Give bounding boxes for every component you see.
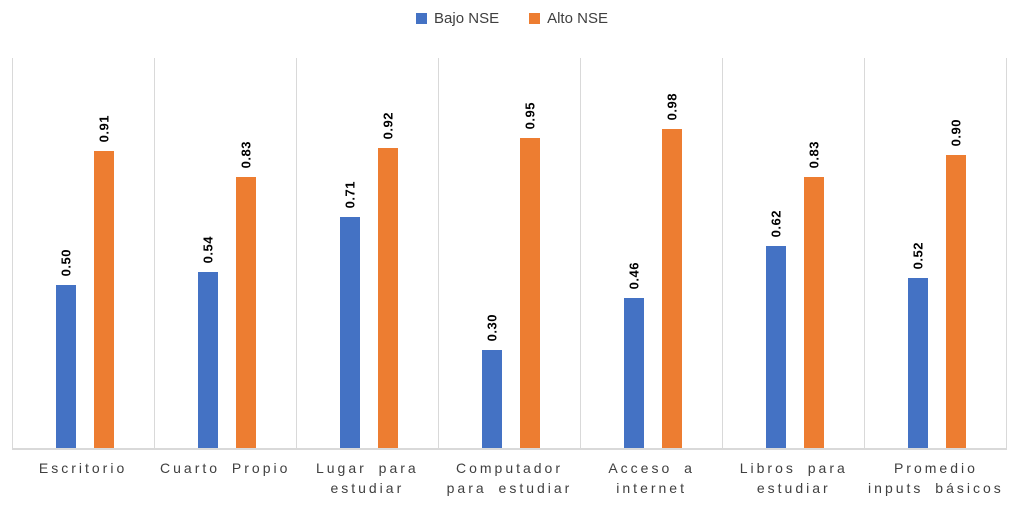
bar-bajo-nse: 0.71 [339, 181, 360, 448]
bar-value-label: 0.46 [626, 261, 641, 289]
bar-bajo-nse: 0.52 [907, 242, 928, 448]
category-panel: 0.46 0.98 [580, 58, 722, 448]
category-panel: 0.54 0.83 [154, 58, 296, 448]
category-panel: 0.52 0.90 [864, 58, 1007, 448]
legend-swatch-icon [529, 12, 541, 24]
category-panel: 0.62 0.83 [722, 58, 864, 448]
category-label: Escritorio [38, 460, 128, 476]
bar-value-label: 0.71 [342, 180, 357, 208]
bar-alto-nse: 0.98 [661, 93, 682, 448]
plot-area: 0.50 0.91 0.54 0.83 0.71 0.92 0.30 0.95 0.46 0.98… [12, 58, 1007, 450]
bar-bajo-nse: 0.50 [55, 249, 76, 448]
legend-swatch-icon [416, 12, 428, 24]
legend-item-bajo-nse: Bajo NSE [416, 10, 499, 27]
bar-bajo-nse: 0.46 [623, 262, 644, 448]
bar-bajo-nse: 0.62 [765, 210, 786, 448]
category-label: Libros para estudiar [739, 460, 848, 496]
bar-value-label: 0.95 [522, 101, 537, 129]
bar-value-label: 0.62 [768, 209, 783, 237]
bar-value-label: 0.50 [58, 248, 73, 276]
category-panel: 0.50 0.91 [12, 58, 154, 448]
category-label: Acceso a internet [608, 460, 695, 496]
bar-alto-nse: 0.91 [93, 115, 114, 448]
category-label: Promedio inputs básicos [868, 460, 1004, 496]
bar-alto-nse: 0.83 [803, 141, 824, 448]
bar-alto-nse: 0.83 [235, 141, 256, 448]
category-panel: 0.30 0.95 [438, 58, 580, 448]
bar-value-label: 0.52 [910, 241, 925, 269]
category-label: Cuarto Propio [160, 460, 291, 476]
legend: Bajo NSE Alto NSE [0, 0, 1024, 28]
category-panel: 0.71 0.92 [296, 58, 438, 448]
bar-alto-nse: 0.92 [377, 112, 398, 448]
legend-label: Bajo NSE [434, 9, 500, 27]
bar-value-label: 0.90 [948, 118, 963, 146]
category-label: Computador para estudiar [446, 460, 573, 496]
legend-item-alto-nse: Alto NSE [529, 10, 608, 27]
bar-value-label: 0.91 [96, 114, 111, 142]
bar-bajo-nse: 0.30 [481, 314, 502, 448]
bar-bajo-nse: 0.54 [197, 236, 218, 448]
bar-alto-nse: 0.90 [945, 119, 966, 448]
bar-value-label: 0.92 [380, 111, 395, 139]
category-label: Lugar para estudiar [315, 460, 419, 496]
bar-value-label: 0.83 [238, 140, 253, 168]
bar-value-label: 0.83 [806, 140, 821, 168]
legend-label: Alto NSE [547, 9, 608, 27]
bar-alto-nse: 0.95 [519, 102, 540, 448]
bar-value-label: 0.98 [664, 92, 679, 120]
category-row: Escritorio Cuarto Propio Lugar para estudia… [12, 450, 1007, 498]
bar-value-label: 0.54 [200, 235, 215, 263]
bar-value-label: 0.30 [484, 313, 499, 341]
